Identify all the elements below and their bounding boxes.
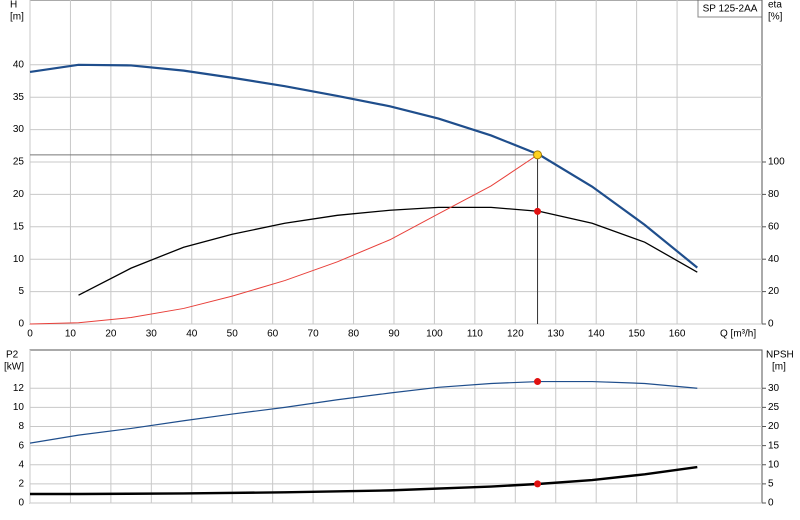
x-tick-label: 30 (146, 329, 158, 340)
y2-label: eta (768, 0, 782, 11)
operating-point (534, 378, 542, 386)
x-tick-label: 110 (467, 329, 483, 340)
x-tick-label: 90 (388, 329, 400, 340)
x-tick-label: 150 (628, 329, 645, 340)
y2-label: NPSH (766, 350, 794, 361)
x-tick-label: 0 (27, 329, 33, 340)
y2-unit: [m] (772, 362, 786, 373)
y2-tick-label: 0 (768, 498, 774, 509)
curve (29, 63, 698, 269)
y-tick-label: 5 (18, 286, 24, 297)
x-tick-label: 130 (547, 329, 564, 340)
y-tick-label: 20 (13, 189, 25, 200)
x-tick-label: 160 (669, 329, 686, 340)
x-tick-label: 100 (426, 329, 443, 340)
operating-point (534, 207, 542, 215)
x-tick-label: 20 (105, 329, 117, 340)
y-tick-label: 35 (13, 92, 25, 103)
y2-tick-label: 40 (768, 254, 780, 265)
y2-tick-label: 25 (768, 402, 780, 413)
x-tick-label: 80 (348, 329, 360, 340)
y-tick-label: 10 (13, 254, 25, 265)
x-tick-label: 40 (186, 329, 198, 340)
curve (78, 206, 698, 296)
y-tick-label: 30 (13, 124, 25, 135)
y-tick-label: 0 (18, 319, 24, 330)
y-tick-label: 40 (13, 59, 25, 70)
y2-unit: [%] (768, 12, 783, 23)
y2-tick-label: 0 (768, 319, 774, 330)
y-tick-label: 4 (18, 459, 24, 470)
y2-tick-label: 5 (768, 479, 774, 490)
x-tick-label: 60 (267, 329, 279, 340)
y2-tick-label: 80 (768, 189, 780, 200)
x-tick-label: 140 (588, 329, 605, 340)
operating-point (534, 480, 542, 488)
chart-title: SP 125-2AA (703, 4, 758, 15)
curve (30, 465, 698, 496)
y-tick-label: 15 (13, 221, 25, 232)
y2-tick-label: 15 (768, 440, 780, 451)
y-tick-label: 8 (18, 421, 24, 432)
x-tick-label: 70 (308, 329, 320, 340)
x-tick-label: 120 (507, 329, 524, 340)
y-unit: [m] (10, 12, 24, 23)
operating-point (533, 150, 543, 160)
y-tick-label: 12 (13, 383, 25, 394)
y-unit: [kW] (4, 362, 24, 373)
x-label: Q [m³/h] (720, 329, 756, 340)
y2-tick-label: 30 (768, 383, 780, 394)
y-label: P2 (6, 350, 19, 361)
curve (29, 154, 538, 325)
y2-tick-label: 20 (768, 421, 780, 432)
y2-tick-label: 20 (768, 286, 780, 297)
y-tick-label: 25 (13, 157, 25, 168)
y2-tick-label: 10 (768, 459, 780, 470)
y-tick-label: 0 (18, 498, 24, 509)
curve (29, 380, 698, 444)
y-tick-label: 2 (18, 479, 24, 490)
y-label: H (10, 0, 17, 11)
y-tick-label: 6 (18, 440, 24, 451)
x-tick-label: 50 (227, 329, 239, 340)
y2-tick-label: 60 (768, 221, 780, 232)
x-tick-label: 10 (65, 329, 77, 340)
y-tick-label: 10 (13, 402, 25, 413)
y2-tick-label: 100 (768, 157, 785, 168)
